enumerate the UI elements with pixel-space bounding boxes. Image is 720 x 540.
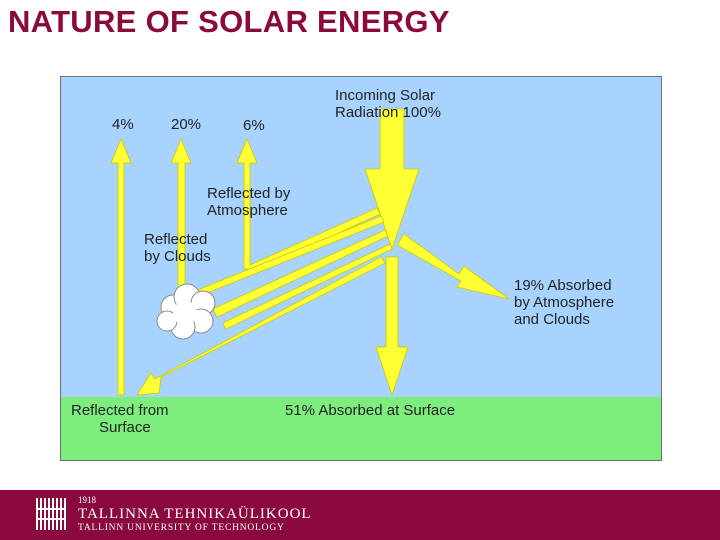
cloud-icon — [156, 283, 216, 340]
cloud-ray-arrow — [222, 243, 393, 330]
pct-6-label: 6% — [243, 117, 265, 134]
university-name-estonian: TALLINNA TEHNIKAÜLIKOOL — [78, 506, 312, 522]
logo-year: 1918 — [78, 495, 96, 505]
reflected-surface-arrow — [110, 137, 132, 396]
solar-energy-diagram: Incoming Solar Radiation 100% 4% 20% 6% … — [60, 76, 662, 461]
reflected-atmosphere-label: Reflected by Atmosphere — [207, 185, 291, 219]
footer-bar: 1918 TALLINNA TEHNIKAÜLIKOOL TALLINN UNI… — [0, 490, 720, 540]
absorbed-atmosphere-label: 19% Absorbed by Atmosphere and Clouds — [514, 277, 615, 328]
surface-reflection-arrow — [136, 256, 386, 396]
pct-20-label: 20% — [171, 116, 202, 133]
university-logo-icon — [36, 498, 66, 530]
ground-band — [61, 397, 661, 460]
cloud-to-surface-arrow — [212, 229, 389, 318]
incoming-radiation-label: Incoming Solar Radiation 100% — [335, 87, 441, 121]
absorbed-surface-label: 51% Absorbed at Surface — [285, 402, 456, 419]
university-name-english: TALLINN UNIVERSITY OF TECHNOLOGY — [78, 523, 285, 533]
surface-absorption-arrow — [375, 256, 409, 397]
reflected-surface-label: Reflected from Surface — [71, 402, 169, 436]
reflected-atmosphere-arrow — [236, 137, 381, 270]
slide-title: NATURE OF SOLAR ENERGY — [8, 4, 450, 39]
diagram-graphics — [61, 108, 661, 460]
pct-4-label: 4% — [112, 116, 134, 133]
atmosphere-absorption-arrow — [396, 233, 510, 300]
incoming-radiation-arrow — [364, 108, 420, 251]
reflected-clouds-label: Reflected by Clouds — [144, 231, 211, 265]
